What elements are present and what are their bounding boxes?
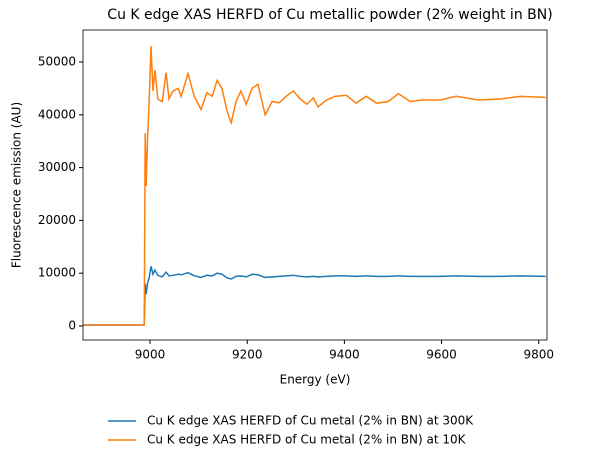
x-tick-label: 9600 [426, 348, 457, 362]
y-axis-label: Fluorescence emission (AU) [10, 102, 24, 268]
y-tick-label: 40000 [38, 107, 76, 121]
y-tick-label: 50000 [38, 54, 76, 68]
y-tick-label: 30000 [38, 160, 76, 174]
legend-label: Cu K edge XAS HERFD of Cu metal (2% in B… [147, 433, 467, 447]
plot-frame [82, 29, 548, 341]
series-line [83, 46, 546, 326]
legend-label: Cu K edge XAS HERFD of Cu metal (2% in B… [147, 414, 474, 428]
y-tick-label: 20000 [38, 213, 76, 227]
x-tick-label: 9800 [523, 348, 554, 362]
y-tick-label: 0 [68, 319, 76, 333]
x-axis-label: Energy (eV) [280, 373, 351, 387]
y-tick-label: 10000 [38, 266, 76, 280]
series-line [83, 266, 546, 326]
chart-title: Cu K edge XAS HERFD of Cu metallic powde… [107, 7, 552, 23]
x-tick-label: 9200 [232, 348, 263, 362]
x-tick-label: 9000 [135, 348, 166, 362]
x-tick-label: 9400 [329, 348, 360, 362]
